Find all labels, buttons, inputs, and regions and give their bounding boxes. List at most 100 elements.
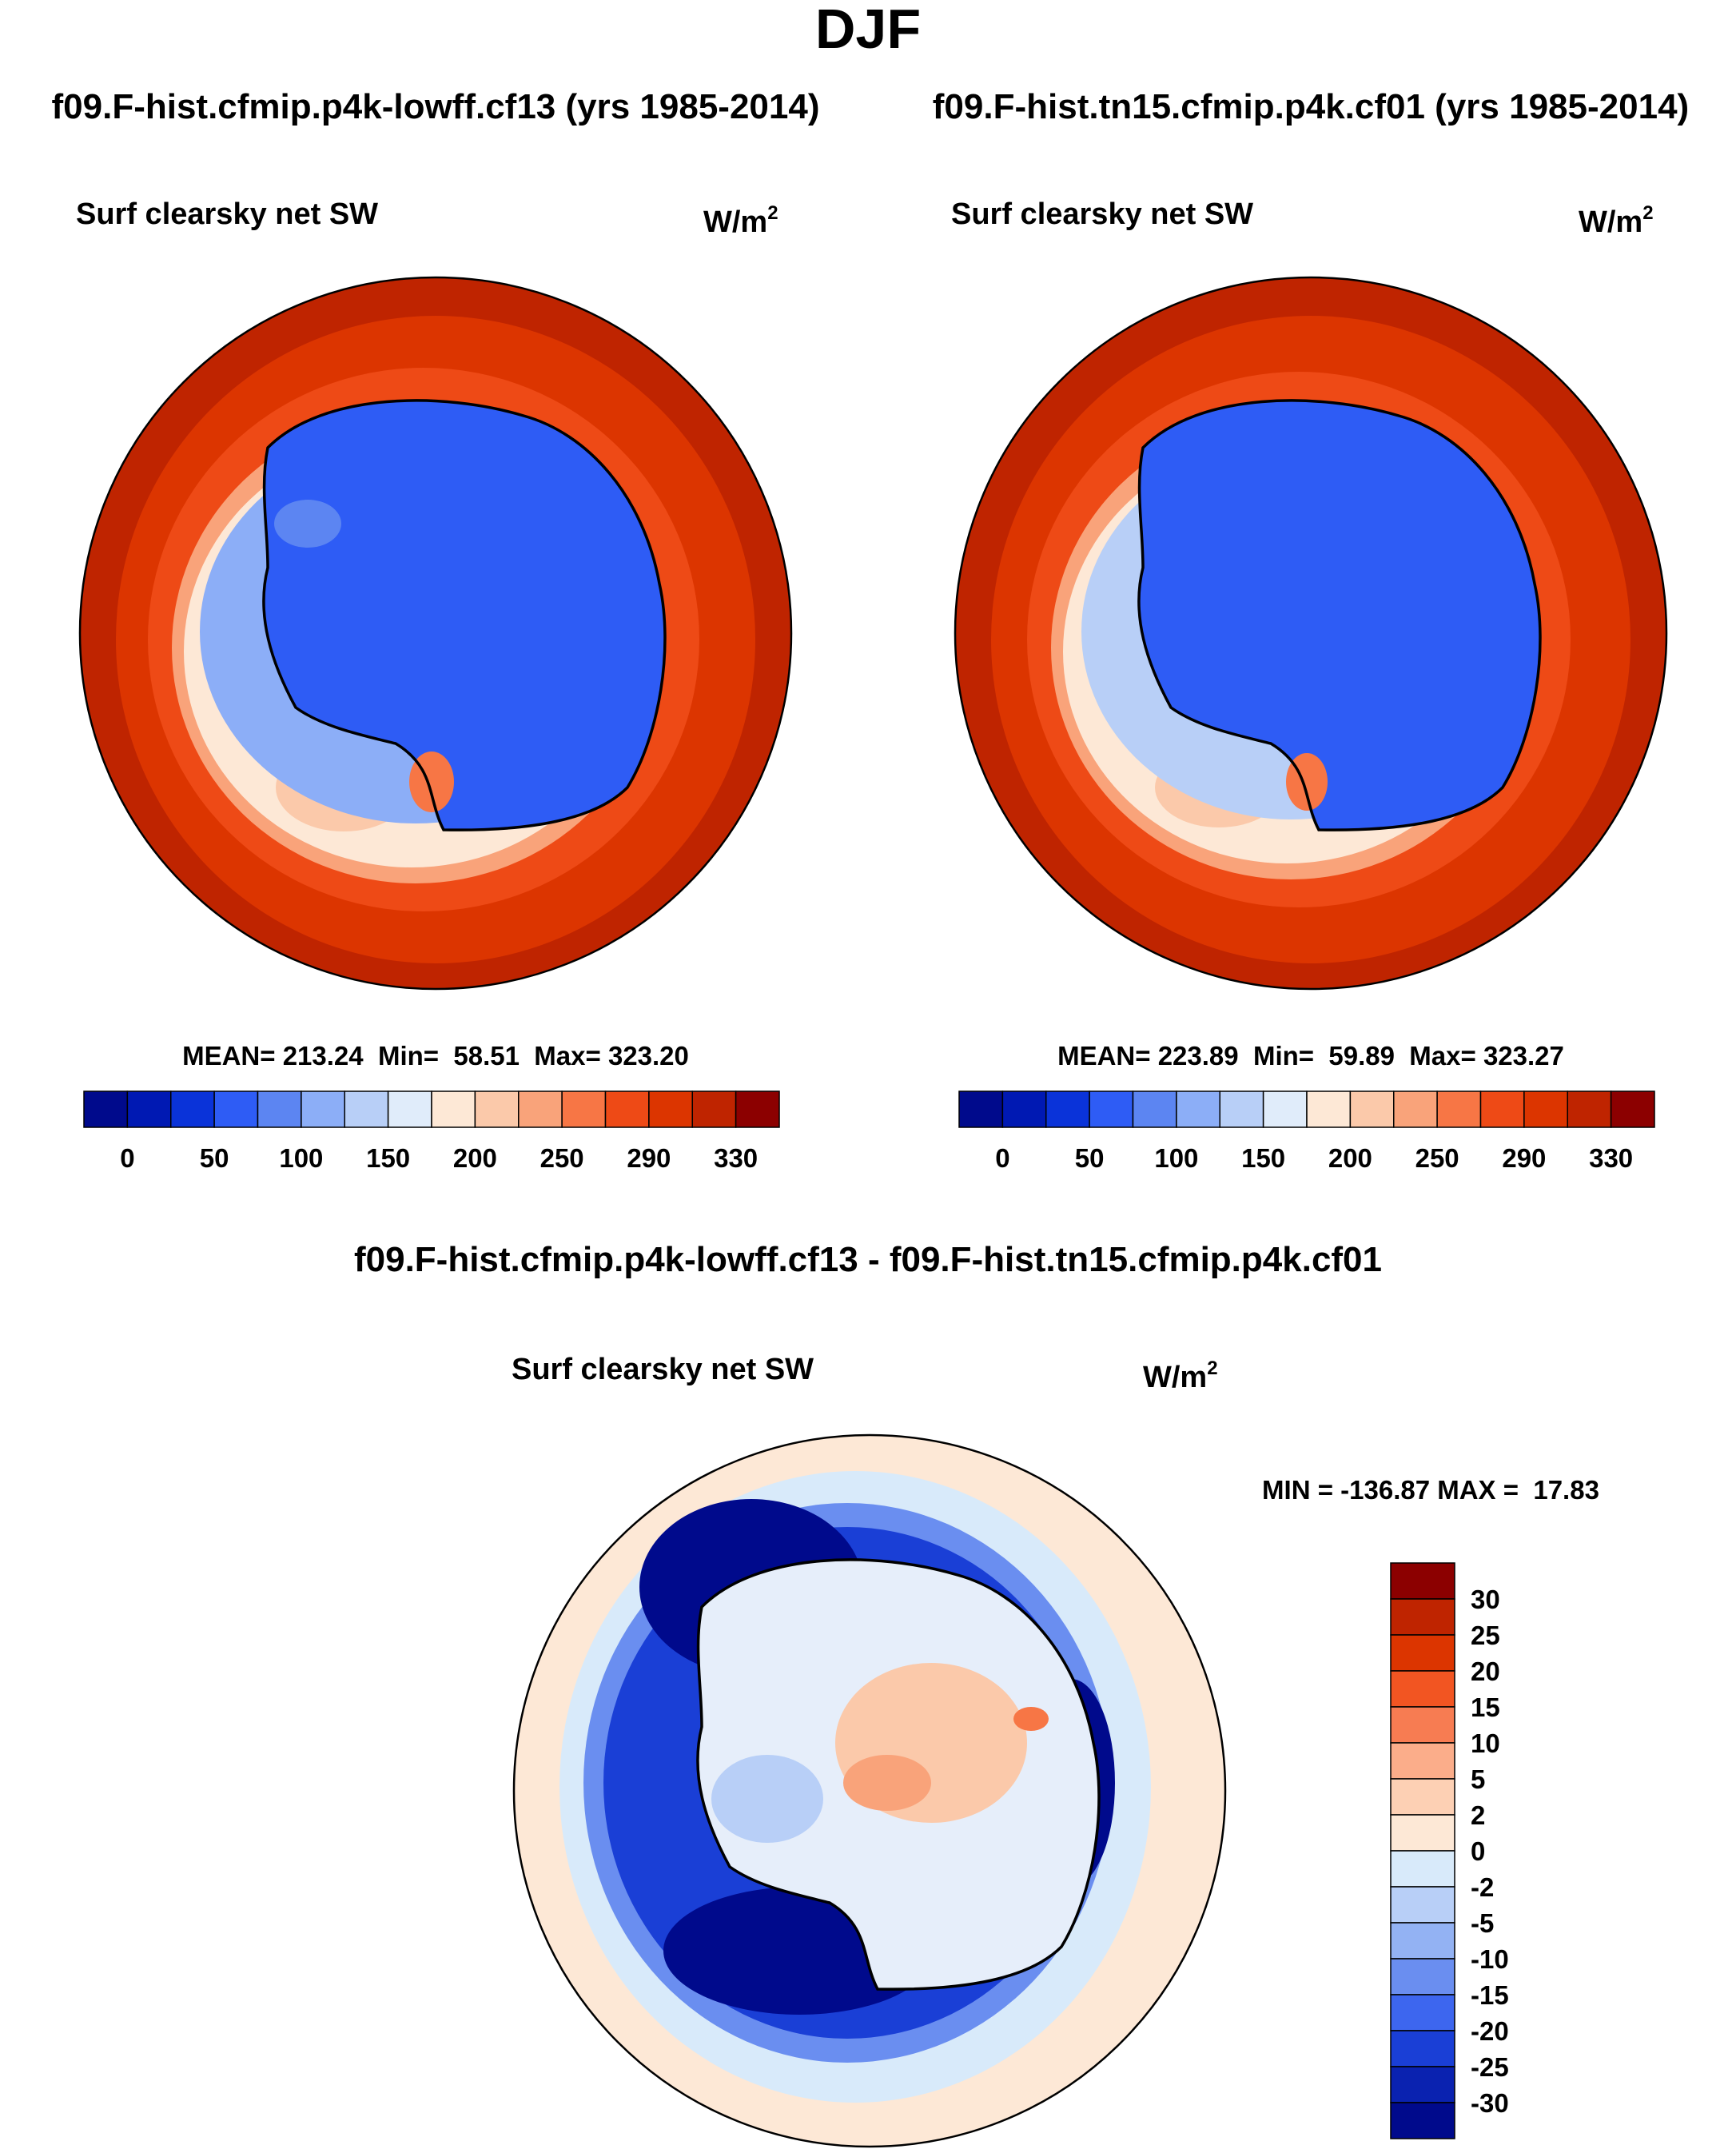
season-title: DJF bbox=[815, 0, 921, 60]
colorbar-tick-label: 330 bbox=[1589, 1143, 1633, 1173]
colorbar-tick-label: 250 bbox=[1415, 1143, 1459, 1173]
units-text: W/m bbox=[1579, 205, 1642, 239]
colorbar: 0 50 100 150 200 250 290 330 bbox=[958, 1090, 1655, 1173]
colorbar-swatch bbox=[1306, 1090, 1352, 1128]
colorbar-swatch bbox=[604, 1090, 650, 1128]
colorbar-tick-label: -15 bbox=[1471, 1980, 1509, 2010]
colorbar-tick-label: -30 bbox=[1471, 2088, 1509, 2118]
panel-difference: Surf clearsky net SW W/m2 MIN = -136.87 … bbox=[512, 1353, 1599, 2148]
colorbar-swatch bbox=[344, 1090, 389, 1128]
map-border bbox=[512, 1433, 1227, 2148]
colorbar: 0 50 100 150 200 250 290 330 bbox=[83, 1090, 780, 1173]
colorbar-tick-label: -20 bbox=[1471, 2016, 1509, 2046]
colorbar-swatch bbox=[1567, 1090, 1612, 1128]
polar-map bbox=[955, 277, 1666, 989]
colorbar-swatch bbox=[1390, 1850, 1455, 1888]
colorbar-swatch bbox=[1390, 1670, 1455, 1708]
colorbar-swatch bbox=[387, 1090, 432, 1128]
colorbar-swatch bbox=[1001, 1090, 1047, 1128]
colorbar-swatch bbox=[213, 1090, 259, 1128]
panel-case1: Surf clearsky net SW W/m2 MEAN= 213.24 M… bbox=[76, 197, 793, 1173]
colorbar-tick-label: 250 bbox=[540, 1143, 584, 1173]
interior-warm-core bbox=[843, 1755, 931, 1811]
panel-title: Surf clearsky net SW bbox=[512, 1353, 814, 1386]
colorbar-tick-label: 0 bbox=[995, 1143, 1009, 1173]
colorbar-swatch bbox=[1176, 1090, 1220, 1128]
units-superscript: 2 bbox=[1207, 1358, 1217, 1379]
colorbar-swatch bbox=[1045, 1090, 1090, 1128]
colorbar-swatch bbox=[1390, 1634, 1455, 1672]
colorbar-tick-label: 50 bbox=[200, 1143, 229, 1173]
colorbar-swatch bbox=[1390, 1598, 1455, 1636]
colorbar-swatch bbox=[1390, 1886, 1455, 1924]
map-border bbox=[954, 276, 1668, 991]
panel-title: Surf clearsky net SW bbox=[951, 197, 1253, 231]
colorbar-swatch bbox=[561, 1090, 607, 1128]
colorbar-tick-label: 200 bbox=[453, 1143, 497, 1173]
colorbar-swatch bbox=[170, 1090, 215, 1128]
colorbar-tick-label: -2 bbox=[1471, 1872, 1494, 1902]
case2-header: f09.F-hist.tn15.cfmip.p4k.cf01 (yrs 1985… bbox=[933, 87, 1689, 126]
panel-title: Surf clearsky net SW bbox=[76, 197, 378, 231]
stats-label: MIN = -136.87 MAX = 17.83 bbox=[1262, 1475, 1599, 1505]
colorbar-swatch bbox=[1390, 1958, 1455, 1996]
colorbar-swatch bbox=[126, 1090, 172, 1128]
colorbar-swatch bbox=[1390, 2066, 1455, 2103]
colorbar-tick-label: 25 bbox=[1471, 1621, 1500, 1650]
polar-map bbox=[514, 1435, 1225, 2147]
colorbar-tick-label: 10 bbox=[1471, 1728, 1500, 1758]
colorbar-swatch bbox=[1436, 1090, 1482, 1128]
colorbar-swatch bbox=[958, 1090, 1004, 1128]
units-superscript: 2 bbox=[767, 202, 778, 224]
colorbar-swatch bbox=[648, 1090, 693, 1128]
colorbar-tick-label: -10 bbox=[1471, 1944, 1509, 1974]
colorbar-swatch bbox=[1479, 1090, 1525, 1128]
colorbar-swatch bbox=[1393, 1090, 1438, 1128]
colorbar-swatch bbox=[1390, 1922, 1455, 1960]
colorbar-swatch bbox=[1262, 1090, 1308, 1128]
colorbar-tick-label: 290 bbox=[1502, 1143, 1546, 1173]
colorbar-tick-label: -25 bbox=[1471, 2052, 1509, 2082]
colorbar-swatch bbox=[1390, 1706, 1455, 1744]
map-border bbox=[78, 276, 793, 991]
colorbar-tick-label: 150 bbox=[1241, 1143, 1285, 1173]
polar-map bbox=[80, 277, 791, 989]
colorbar-swatch bbox=[1349, 1090, 1395, 1128]
colorbar-tick-label: 290 bbox=[627, 1143, 671, 1173]
colorbar-tick-label: 0 bbox=[1471, 1836, 1485, 1866]
colorbar-tick-label: 20 bbox=[1471, 1657, 1500, 1686]
colorbar-swatch bbox=[1390, 2030, 1455, 2067]
colorbar-swatch bbox=[1219, 1090, 1264, 1128]
stats-label: MEAN= 213.24 Min= 58.51 Max= 323.20 bbox=[182, 1041, 689, 1071]
colorbar-swatch bbox=[691, 1090, 737, 1128]
colorbar-swatch bbox=[1390, 1994, 1455, 2031]
colorbar-swatch bbox=[474, 1090, 520, 1128]
ice-sheet-low-patch bbox=[274, 500, 341, 548]
colorbar-swatch bbox=[1390, 1562, 1455, 1600]
colorbar-tick-label: 100 bbox=[279, 1143, 323, 1173]
units-label: W/m2 bbox=[703, 202, 778, 239]
colorbar-swatch bbox=[1390, 2102, 1455, 2139]
units-text: W/m bbox=[1143, 1361, 1207, 1394]
colorbar-tick-label: 200 bbox=[1328, 1143, 1372, 1173]
units-label: W/m2 bbox=[1143, 1358, 1218, 1394]
units-text: W/m bbox=[703, 205, 767, 239]
colorbar-tick-label: -5 bbox=[1471, 1908, 1494, 1938]
colorbar-swatch bbox=[1390, 1742, 1455, 1780]
colorbar-swatch bbox=[1089, 1090, 1134, 1128]
panel-case2: Surf clearsky net SW W/m2 MEAN= 223.89 M… bbox=[951, 197, 1668, 1173]
colorbar-tick-label: 0 bbox=[120, 1143, 134, 1173]
colorbar-swatch bbox=[431, 1090, 476, 1128]
colorbar-tick-label: 2 bbox=[1471, 1800, 1485, 1830]
colorbar-tick-label: 15 bbox=[1471, 1692, 1500, 1722]
units-label: W/m2 bbox=[1579, 202, 1654, 239]
colorbar-swatch bbox=[735, 1090, 780, 1128]
colorbar-tick-label: 150 bbox=[366, 1143, 410, 1173]
colorbar-swatch bbox=[1523, 1090, 1568, 1128]
colorbar-swatch bbox=[1390, 1778, 1455, 1816]
colorbar-swatch bbox=[1390, 1814, 1455, 1852]
units-superscript: 2 bbox=[1642, 202, 1653, 224]
colorbar-tick-label: 330 bbox=[714, 1143, 758, 1173]
